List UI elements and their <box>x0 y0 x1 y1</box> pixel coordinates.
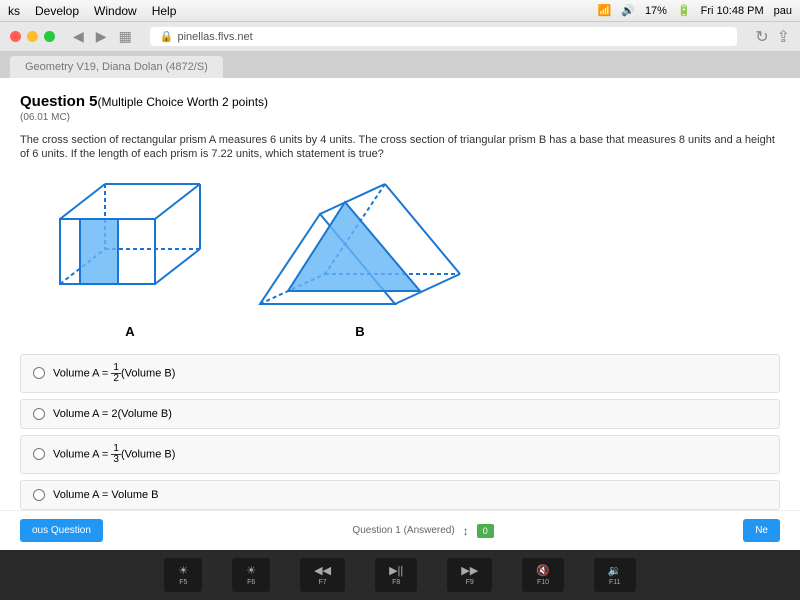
url-text: pinellas.flvs.net <box>178 31 253 43</box>
sidebar-icon[interactable]: ▦ <box>119 28 132 45</box>
tab-bar: Geometry V19, Diana Dolan (4872/S) <box>0 52 800 78</box>
option-3[interactable]: Volume A = 13(Volume B) <box>20 435 780 474</box>
label-a: A <box>50 324 210 339</box>
option-3-text: Volume A = 13(Volume B) <box>53 444 175 465</box>
maximize-window-button[interactable] <box>44 31 55 42</box>
radio-2[interactable] <box>33 408 45 420</box>
option-1-text: Volume A = 12(Volume B) <box>53 363 175 384</box>
volume-icon[interactable]: 🔊 <box>621 4 635 17</box>
battery-icon: 🔋 <box>677 4 691 17</box>
clock: Fri 10:48 PM <box>701 5 764 17</box>
radio-3[interactable] <box>33 448 45 460</box>
key-f10: 🔇F10 <box>522 558 564 592</box>
page-content: Question 5(Multiple Choice Worth 2 point… <box>0 78 800 510</box>
question-indicator: 0 <box>477 524 494 538</box>
question-code: (06.01 MC) <box>20 112 780 123</box>
menu-item[interactable]: Window <box>94 4 137 18</box>
minimize-window-button[interactable] <box>27 31 38 42</box>
prism-a-diagram <box>50 174 210 314</box>
prism-b-diagram <box>250 174 470 314</box>
question-text: The cross section of rectangular prism A… <box>20 133 780 162</box>
battery-status[interactable]: 17% <box>645 5 667 17</box>
browser-toolbar: ◀ ▶ ▦ 🔒 pinellas.flvs.net ↻ ⇪ <box>0 22 800 52</box>
next-question-button[interactable]: Ne <box>743 519 780 542</box>
answer-options: Volume A = 12(Volume B) Volume A = 2(Vol… <box>20 354 780 510</box>
address-bar[interactable]: 🔒 pinellas.flvs.net <box>150 27 737 46</box>
menu-item[interactable]: Help <box>152 4 177 18</box>
keyboard-row: ☀F5 ☀F6 ◀◀F7 ▶||F8 ▶▶F9 🔇F10 🔉F11 <box>0 550 800 600</box>
option-2[interactable]: Volume A = 2(Volume B) <box>20 399 780 429</box>
key-f7: ◀◀F7 <box>300 558 345 592</box>
key-f11: 🔉F11 <box>594 558 636 592</box>
key-f6: ☀F6 <box>232 558 270 592</box>
key-f8: ▶||F8 <box>375 558 417 592</box>
menu-item[interactable]: ks <box>8 4 20 18</box>
option-4[interactable]: Volume A = Volume B <box>20 480 780 510</box>
key-f9: ▶▶F9 <box>447 558 492 592</box>
close-window-button[interactable] <box>10 31 21 42</box>
radio-1[interactable] <box>33 367 45 379</box>
radio-4[interactable] <box>33 489 45 501</box>
question-nav-footer: ous Question Question 1 (Answered) ↕ 0 N… <box>0 510 800 550</box>
user: pau <box>774 5 792 17</box>
menu-item[interactable]: Develop <box>35 4 79 18</box>
option-2-text: Volume A = 2(Volume B) <box>53 408 172 420</box>
option-4-text: Volume A = Volume B <box>53 489 159 501</box>
diagram-area: A B <box>50 174 780 339</box>
mac-menubar: ks Develop Window Help 📶 🔊 17% 🔋 Fri 10:… <box>0 0 800 22</box>
question-nav-text: Question 1 (Answered) <box>352 525 454 536</box>
wifi-icon[interactable]: 📶 <box>598 4 612 17</box>
label-b: B <box>250 324 470 339</box>
tab-title: Geometry V19, Diana Dolan (4872/S) <box>25 61 208 73</box>
forward-button[interactable]: ▶ <box>96 28 107 45</box>
browser-tab[interactable]: Geometry V19, Diana Dolan (4872/S) <box>10 56 223 78</box>
back-button[interactable]: ◀ <box>73 28 84 45</box>
lock-icon: 🔒 <box>160 30 174 43</box>
key-f5: ☀F5 <box>164 558 202 592</box>
question-points: (Multiple Choice Worth 2 points) <box>98 95 269 109</box>
share-button[interactable]: ⇪ <box>777 27 790 47</box>
option-1[interactable]: Volume A = 12(Volume B) <box>20 354 780 393</box>
previous-question-button[interactable]: ous Question <box>20 519 103 542</box>
reload-button[interactable]: ↻ <box>755 27 768 47</box>
question-number: Question 5 <box>20 93 98 110</box>
